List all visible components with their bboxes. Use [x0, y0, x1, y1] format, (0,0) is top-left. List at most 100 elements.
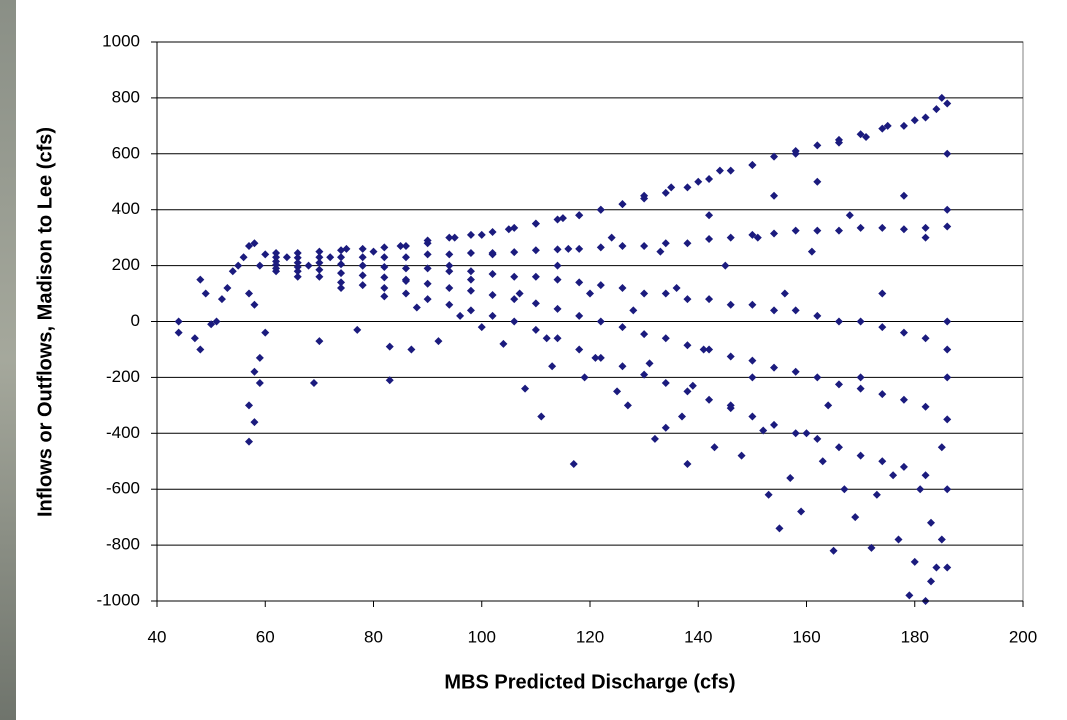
scatter-point	[309, 378, 318, 387]
scatter-point	[385, 342, 394, 351]
scatter-point	[899, 395, 908, 404]
scatter-point	[894, 535, 903, 544]
scatter-point	[223, 283, 232, 292]
scatter-point	[748, 356, 757, 365]
scatter-point	[337, 283, 346, 292]
scatter-point	[596, 353, 605, 362]
scatter-point	[250, 239, 259, 248]
scatter-point	[401, 253, 410, 262]
scatter-point	[764, 490, 773, 499]
scatter-point	[510, 272, 519, 281]
scatter-point	[596, 317, 605, 326]
scatter-point	[618, 242, 627, 251]
scatter-point	[640, 194, 649, 203]
background-photo-strip	[0, 0, 16, 720]
scatter-point	[899, 328, 908, 337]
scatter-point	[943, 563, 952, 572]
scatter-point	[488, 249, 497, 258]
y-tick-label: -200	[106, 367, 140, 386]
scatter-point	[234, 261, 243, 270]
scatter-point	[250, 418, 259, 427]
scatter-point	[423, 279, 432, 288]
scatter-point	[315, 247, 324, 256]
scatter-point	[272, 264, 281, 273]
scatter-point	[245, 289, 254, 298]
scatter-point	[824, 401, 833, 410]
scatter-point	[856, 384, 865, 393]
scatter-point	[770, 229, 779, 238]
scatter-point	[380, 243, 389, 252]
scatter-point	[943, 345, 952, 354]
scatter-point	[878, 323, 887, 332]
scatter-point	[553, 215, 562, 224]
scatter-point	[656, 247, 665, 256]
scatter-point	[878, 124, 887, 133]
x-tick-label: 40	[148, 627, 167, 646]
scatter-point	[921, 402, 930, 411]
scatter-point	[174, 328, 183, 337]
scatter-point	[683, 183, 692, 192]
scatter-point	[196, 345, 205, 354]
scatter-point	[629, 306, 638, 315]
scatter-point	[385, 376, 394, 385]
scatter-point	[661, 423, 670, 432]
scatter-point	[932, 105, 941, 114]
scatter-point	[715, 166, 724, 175]
x-tick-label: 140	[684, 627, 712, 646]
scatter-point	[791, 226, 800, 235]
scatter-point	[748, 412, 757, 421]
scatter-point	[423, 295, 432, 304]
scatter-point	[401, 276, 410, 285]
scatter-point	[531, 219, 540, 228]
scatter-point	[401, 242, 410, 251]
scatter-point	[596, 243, 605, 252]
scatter-point	[174, 317, 183, 326]
scatter-point	[596, 205, 605, 214]
scatter-point	[553, 261, 562, 270]
scatter-point	[683, 387, 692, 396]
scatter-point	[337, 278, 346, 287]
scatter-point	[228, 267, 237, 276]
scatter-point	[937, 443, 946, 452]
scatter-point	[834, 226, 843, 235]
scatter-point	[683, 295, 692, 304]
scatter-point	[937, 535, 946, 544]
scatter-point	[926, 577, 935, 586]
scatter-point	[943, 205, 952, 214]
scatter-point	[510, 295, 519, 304]
scatter-point	[862, 133, 871, 142]
scatter-point	[510, 317, 519, 326]
scatter-point	[926, 518, 935, 527]
scatter-point	[683, 239, 692, 248]
scatter-point	[640, 330, 649, 339]
scatter-point	[575, 311, 584, 320]
x-axis-title: MBS Predicted Discharge (cfs)	[444, 671, 735, 693]
y-tick-label: -600	[106, 479, 140, 498]
scatter-point	[217, 295, 226, 304]
scatter-point	[245, 242, 254, 251]
scatter-point	[802, 429, 811, 438]
scatter-point	[477, 230, 486, 239]
scatter-point	[569, 460, 578, 469]
scatter-point	[212, 317, 221, 326]
scatter-point	[521, 384, 530, 393]
scatter-point	[797, 507, 806, 516]
scatter-point	[780, 289, 789, 298]
scatter-point	[791, 429, 800, 438]
scatter-point	[899, 191, 908, 200]
scatter-point	[813, 177, 822, 186]
scatter-point	[358, 253, 367, 262]
scatter-point	[726, 352, 735, 361]
scatter-point	[575, 345, 584, 354]
scatter-point	[618, 323, 627, 332]
scatter-point	[466, 275, 475, 284]
scatter-point	[466, 306, 475, 315]
scatter-point	[315, 337, 324, 346]
scatter-point	[353, 325, 362, 334]
scatter-point	[678, 412, 687, 421]
scatter-point	[705, 211, 714, 220]
scatter-point	[867, 543, 876, 552]
scatter-point	[488, 228, 497, 237]
scatter-point	[791, 306, 800, 315]
